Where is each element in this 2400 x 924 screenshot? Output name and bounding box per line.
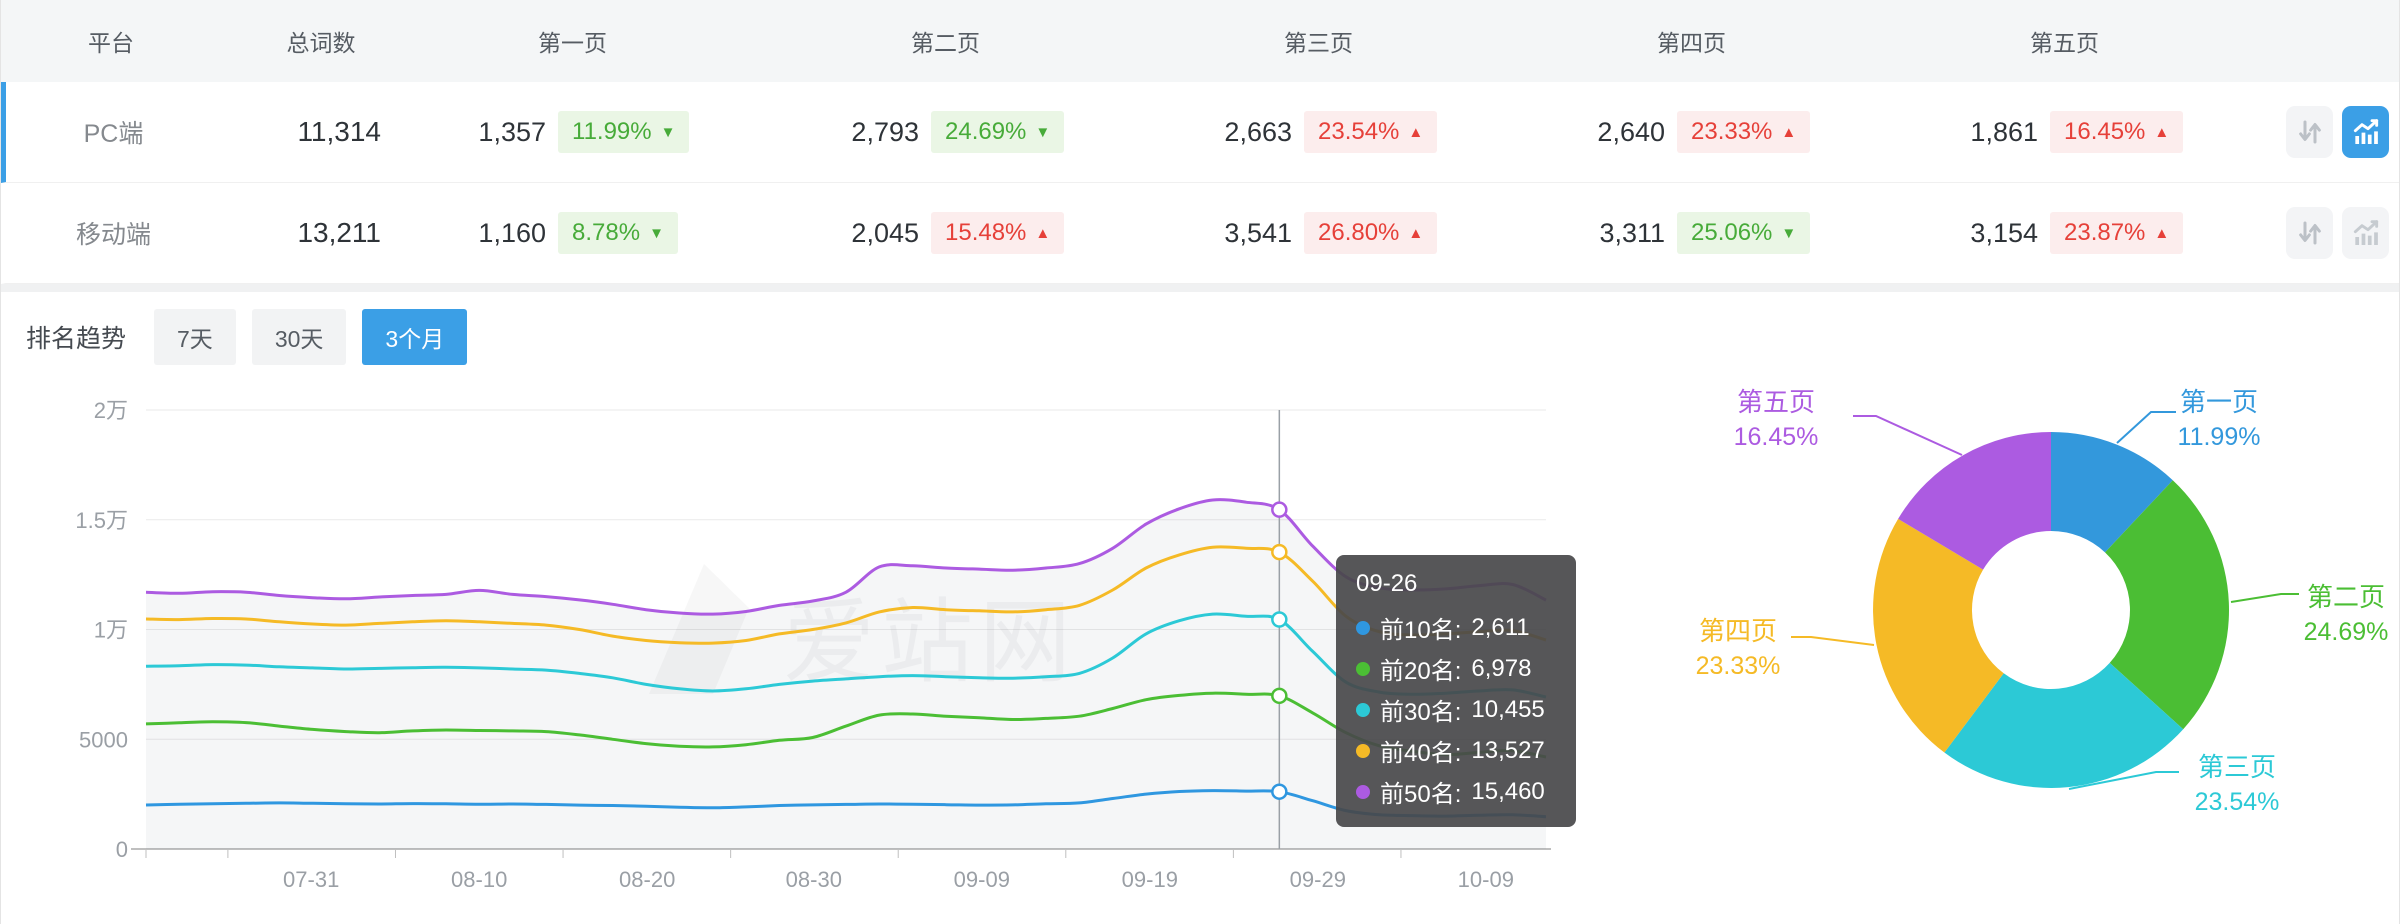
page1-count: 1,160: [478, 217, 546, 248]
tab-30days[interactable]: 30天: [251, 309, 347, 365]
header-platform: 平台: [88, 30, 134, 56]
page2-pct-badge: 15.48% ▲: [931, 212, 1065, 254]
table-row-pc[interactable]: PC端 11,314 1,357 11.99% ▼ 2,793 24.69% ▼ 2…: [1, 82, 2399, 183]
donut-label-page3: 第三页 23.54%: [2194, 752, 2280, 816]
svg-text:1.5万: 1.5万: [75, 508, 128, 533]
svg-text:10-09: 10-09: [1458, 867, 1514, 892]
section-divider: [1, 284, 2399, 292]
page3-pct-badge: 26.80% ▲: [1304, 212, 1438, 254]
page-distribution-donut-chart[interactable]: [1681, 372, 2400, 872]
table-row-mobile[interactable]: 移动端 13,211 1,160 8.78% ▼ 2,045 15.48% ▲ 3,…: [1, 183, 2399, 284]
page3-count: 2,663: [1224, 116, 1292, 147]
trend-arrow-icon: ▲: [1408, 123, 1424, 141]
svg-text:2万: 2万: [94, 398, 128, 423]
platform-label: PC端: [83, 120, 144, 148]
trend-arrow-icon: ▲: [1408, 224, 1424, 242]
page4-count: 3,311: [1599, 217, 1665, 248]
svg-text:1万: 1万: [94, 618, 128, 643]
rank-table-header: 平台 总词数 第一页 第二页 第三页 第四页 第五页: [1, 0, 2399, 82]
page5-pct-badge: 16.45% ▲: [2050, 111, 2184, 153]
svg-text:0: 0: [116, 837, 128, 862]
page1-pct-badge: 11.99% ▼: [558, 111, 690, 153]
svg-text:09-29: 09-29: [1290, 867, 1346, 892]
svg-text:08-10: 08-10: [451, 867, 507, 892]
header-page5: 第五页: [2030, 30, 2099, 56]
trend-arrow-icon: ▼: [1035, 123, 1051, 141]
page5-count: 3,154: [1970, 217, 2038, 248]
total-words-value: 13,211: [297, 217, 381, 248]
trend-chart-button[interactable]: [2342, 106, 2389, 158]
total-words-value: 11,314: [297, 116, 381, 147]
svg-text:09-09: 09-09: [954, 867, 1010, 892]
svg-text:08-30: 08-30: [786, 867, 842, 892]
page4-count: 2,640: [1597, 116, 1665, 147]
page5-pct-badge: 23.87% ▲: [2050, 212, 2184, 254]
trend-arrow-icon: ▲: [1035, 224, 1051, 242]
page5-count: 1,861: [1970, 116, 2038, 147]
donut-label-page2: 第二页 24.69%: [2303, 582, 2389, 646]
trend-arrow-icon: ▼: [1781, 224, 1797, 242]
platform-label: 移动端: [75, 221, 151, 249]
header-total-words: 总词数: [286, 30, 356, 56]
trend-toolbar: 排名趋势 7天 30天 3个月: [1, 292, 2399, 382]
page3-pct-badge: 23.54% ▲: [1304, 111, 1438, 153]
trend-arrow-icon: ▼: [649, 224, 664, 242]
page1-count: 1,357: [478, 116, 546, 147]
rank-trend-line-chart[interactable]: 050001万1.5万2万爱站网07-3108-1008-2008-3009-0…: [1, 382, 1681, 924]
sort-button[interactable]: [2286, 207, 2333, 259]
svg-text:09-19: 09-19: [1122, 867, 1178, 892]
header-page2: 第二页: [911, 30, 980, 56]
tab-7days[interactable]: 7天: [154, 309, 236, 365]
trend-arrow-icon: ▲: [1781, 123, 1797, 141]
tab-3months[interactable]: 3个月: [362, 309, 468, 365]
header-page1: 第一页: [538, 30, 607, 56]
trend-arrow-icon: ▼: [660, 123, 676, 141]
trend-chart-button[interactable]: [2342, 207, 2389, 259]
sort-arrows-icon: [2298, 120, 2321, 144]
page4-pct-badge: 25.06% ▼: [1677, 212, 1811, 254]
page2-pct-badge: 24.69% ▼: [931, 111, 1065, 153]
header-page4: 第四页: [1657, 30, 1726, 56]
bar-line-chart-icon: [2353, 220, 2378, 245]
page4-pct-badge: 23.33% ▲: [1677, 111, 1811, 153]
page1-pct-badge: 8.78% ▼: [558, 212, 678, 254]
sort-arrows-icon: [2298, 221, 2321, 245]
svg-text:5000: 5000: [79, 727, 128, 752]
header-page3: 第三页: [1284, 30, 1353, 56]
charts-area: 050001万1.5万2万爱站网07-3108-1008-2008-3009-0…: [1, 382, 2399, 924]
donut-label-page5: 第五页 16.45%: [1733, 387, 1819, 451]
donut-label-page4: 第四页 23.33%: [1695, 616, 1781, 680]
trend-arrow-icon: ▲: [2154, 224, 2170, 242]
svg-text:07-31: 07-31: [283, 867, 339, 892]
sort-button[interactable]: [2286, 106, 2333, 158]
trend-arrow-icon: ▲: [2154, 123, 2170, 141]
svg-text:08-20: 08-20: [619, 867, 675, 892]
donut-label-page1: 第一页 11.99%: [2177, 387, 2261, 451]
page2-count: 2,045: [851, 217, 919, 248]
bar-line-chart-icon: [2353, 119, 2378, 144]
page2-count: 2,793: [851, 116, 919, 147]
page3-count: 3,541: [1224, 217, 1292, 248]
trend-section-title: 排名趋势: [26, 325, 127, 353]
